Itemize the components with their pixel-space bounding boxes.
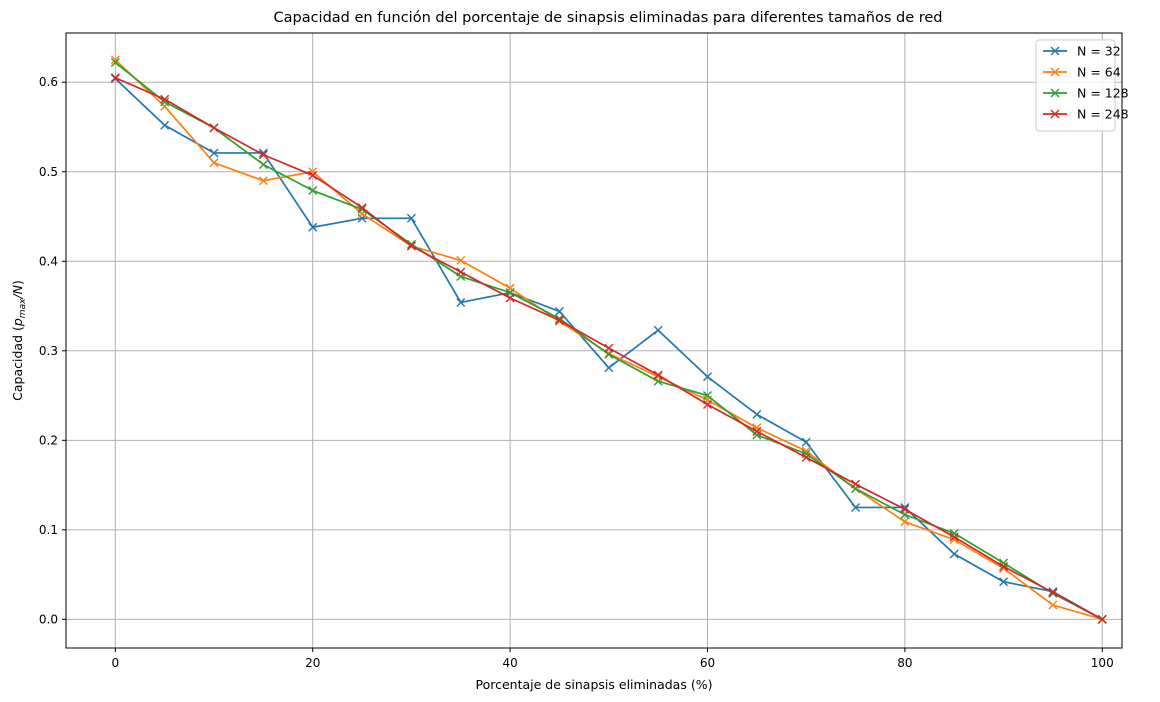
y-tick-label-0: 0.0	[39, 612, 58, 626]
x-tick-label-1: 20	[305, 656, 320, 670]
series-3-point-18	[999, 562, 1009, 572]
legend-label-2: N = 128	[1077, 86, 1129, 101]
series-3-point-4	[308, 170, 318, 180]
series-3-point-8	[505, 293, 515, 303]
axis-ticks: 0 20 40 60 80 100 0.0 0.1 0.2 0.3 0.4 0.5 0.6	[39, 75, 1114, 670]
series-2-point-12	[703, 391, 712, 401]
series-0-point-7	[456, 297, 466, 307]
series-0-point-11	[653, 325, 663, 335]
y-tick-label-1: 0.1	[39, 523, 58, 537]
series-3-point-17	[949, 532, 959, 542]
series-1-point-7	[456, 255, 466, 265]
series-3-point-0	[110, 73, 120, 83]
series-1-point-3	[258, 176, 268, 186]
series-3-point-13	[752, 426, 762, 436]
x-tick-label-3: 60	[700, 656, 715, 670]
legend-label-3: N = 248	[1077, 107, 1129, 122]
series-3-point-5	[357, 203, 367, 213]
y-axis-label: Capacidad (pmax/N)	[10, 280, 28, 401]
series-3-point-6	[406, 241, 416, 251]
series-2-point-1	[160, 97, 170, 107]
series-2-point-3	[258, 160, 268, 170]
legend: N = 32 N = 64 N = 128 N = 248	[1035, 39, 1129, 132]
x-tick-label-5: 100	[1091, 656, 1114, 670]
y-axis-label-rest: /N	[10, 284, 25, 299]
series-0-point-15	[851, 502, 861, 512]
series-0-point-1	[160, 120, 170, 130]
legend-marker-3	[1050, 109, 1060, 119]
series-3-point-15	[851, 479, 861, 489]
series-3-point-14	[801, 452, 811, 462]
y-tick-label-2: 0.2	[39, 433, 58, 447]
series-0-point-14	[801, 437, 811, 447]
legend-box	[1035, 39, 1116, 132]
series-2-point-4	[308, 186, 318, 196]
series-3-point-11	[653, 370, 663, 380]
legend-marker-0	[1050, 46, 1060, 56]
y-tick-label-4: 0.4	[39, 254, 58, 268]
x-tick-label-0: 0	[112, 656, 120, 670]
y-tick-label-6: 0.6	[39, 75, 58, 89]
series-3-point-9	[554, 315, 564, 325]
series-3-point-2	[209, 123, 219, 133]
x-axis-label: Porcentaje de sinapsis eliminadas (%)	[476, 677, 713, 692]
series-0-point-6	[406, 213, 416, 223]
series-1-point-0	[110, 55, 120, 65]
x-tick-label-2: 40	[502, 656, 517, 670]
series-1-point-19	[1048, 600, 1058, 610]
series-0-point-18	[999, 577, 1009, 587]
chart-title: Capacidad en función del porcentaje de s…	[273, 10, 942, 26]
x-tick-label-4: 80	[897, 656, 912, 670]
series-3-point-20	[1097, 614, 1107, 624]
series-3-point-3	[258, 150, 268, 160]
series-3-point-19	[1048, 588, 1058, 597]
series-1-point-16	[900, 517, 910, 527]
series-3-point-12	[703, 400, 712, 410]
series-0-point-9	[554, 306, 564, 316]
series-3-point-1	[160, 94, 170, 104]
series-0-point-2	[209, 148, 219, 158]
series-3	[110, 73, 1107, 624]
series-3-point-7	[456, 267, 466, 277]
y-tick-label-5: 0.5	[39, 165, 58, 179]
y-axis-label-sub: max	[18, 298, 28, 318]
series-0-point-4	[308, 222, 318, 232]
legend-label-1: N = 64	[1077, 65, 1121, 80]
series-0-point-13	[752, 409, 762, 419]
legend-marker-2	[1050, 88, 1060, 98]
y-axis-label-p: p	[10, 318, 25, 327]
plot-frame	[65, 32, 1123, 649]
legend-marker-1	[1050, 67, 1060, 77]
series-0-point-12	[703, 372, 712, 382]
series-2-point-0	[110, 58, 120, 68]
y-axis-label-prefix: Capacidad (	[10, 326, 25, 401]
series-3-point-10	[604, 343, 614, 353]
series-group	[110, 55, 1107, 624]
y-tick-label-3: 0.3	[39, 344, 58, 358]
series-0-point-17	[949, 549, 959, 559]
legend-label-0: N = 32	[1077, 44, 1121, 59]
series-3-point-16	[900, 504, 910, 514]
series-1-point-2	[209, 158, 219, 168]
series-0-point-10	[604, 363, 614, 373]
y-axis-label-suffix: )	[10, 280, 25, 285]
